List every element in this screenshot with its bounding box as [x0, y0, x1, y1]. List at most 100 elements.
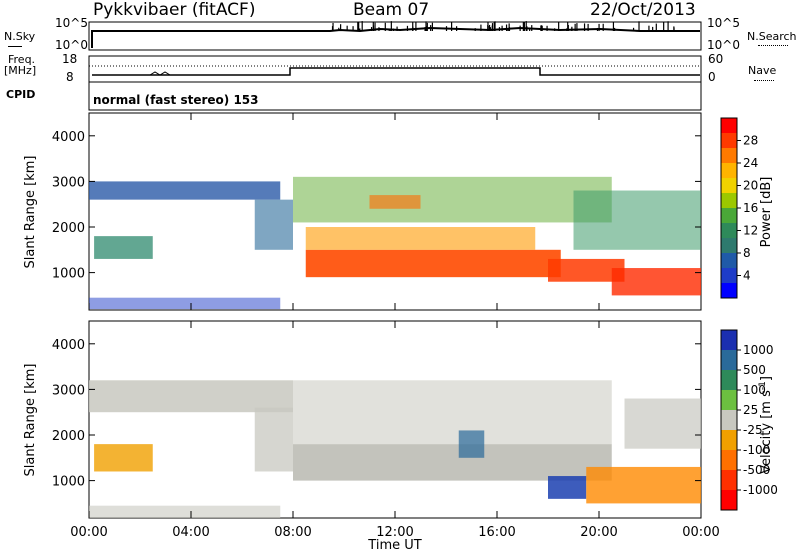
colorbar-frame [720, 329, 738, 511]
freq-jitter [149, 71, 171, 76]
power-blobs [89, 176, 701, 310]
nsky-legend-line [8, 46, 22, 47]
colorbar-swatch [721, 410, 737, 431]
nsky-line [91, 26, 700, 48]
velocity-mark [624, 398, 701, 449]
nave-label: Nave [748, 64, 777, 77]
colorbar-swatch [721, 370, 737, 391]
velocity-mark [586, 466, 701, 504]
nsky-panel [88, 21, 702, 51]
colorbar-swatch [721, 238, 737, 254]
freq-line [92, 67, 700, 76]
y-tick-label: 3000 [52, 383, 85, 398]
x-tick-label: 04:00 [172, 525, 209, 540]
power-colorbar-label: Power [dB] [759, 177, 774, 248]
colorbar-tick-label: -25 [743, 423, 763, 437]
power-mark [611, 268, 701, 296]
colorbar-swatch [721, 193, 737, 209]
colorbar-tick-label: 24 [743, 156, 758, 170]
freq-tick-top: 18 [62, 52, 78, 66]
power-mark [89, 181, 281, 200]
cpid-text: normal (fast stereo) 153 [93, 93, 259, 107]
colorbar-swatch [721, 490, 737, 511]
power-mark [254, 199, 293, 250]
colorbar-tick-label: 28 [743, 134, 758, 148]
power-mark [305, 227, 536, 250]
colorbar-tick-label: 4 [743, 269, 751, 283]
colorbar-swatch [721, 390, 737, 411]
colorbar-swatch [721, 330, 737, 351]
x-tick-label: 00:00 [70, 525, 107, 540]
velocity-mark [548, 476, 587, 499]
colorbar-tick-label: -100 [743, 443, 770, 457]
velocity-colorbar-label-sup: -1 [758, 381, 768, 390]
y-tick-label: 2000 [52, 429, 85, 444]
nave-tick-top: 60 [708, 52, 724, 66]
power-mark [548, 258, 625, 282]
velocity-ylabel: Slant Range [km] [23, 364, 38, 477]
y-ticks: 4000 3000 2000 1000 4000 3000 2000 1000 [52, 130, 701, 490]
colorbar-tick-label: 1000 [743, 343, 774, 357]
nsky-label: N.Sky [4, 30, 36, 43]
y-tick-label: 1000 [52, 475, 85, 490]
velocity-mark [94, 444, 153, 472]
colorbar-swatch [721, 118, 737, 134]
colorbar-swatch [721, 178, 737, 194]
power-colorbar: 28 24 20 16 12 8 4 [720, 117, 758, 299]
radar-title: Pykkvibaer (fitACF) [93, 0, 256, 20]
colorbar-tick-label: 16 [743, 201, 758, 215]
colorbar-swatch [721, 268, 737, 284]
colorbar-swatch [721, 283, 737, 299]
freq-unit: [MHz] [4, 64, 37, 77]
velocity-mark [293, 380, 612, 445]
velocity-blobs [89, 380, 701, 518]
power-mark [369, 195, 421, 209]
colorbar-tick-label: -500 [743, 463, 770, 477]
freq-tick-bottom: 8 [66, 70, 74, 84]
colorbar-tick-label: 500 [743, 363, 766, 377]
power-mark [94, 236, 153, 259]
colorbar-swatch [721, 430, 737, 451]
nave-tick-bottom: 0 [708, 70, 716, 84]
velocity-mark [293, 444, 612, 481]
colorbar-tick-label: 25 [743, 403, 758, 417]
colorbar-swatch [721, 450, 737, 471]
velocity-mark [89, 380, 293, 413]
cpid-label: CPID [6, 88, 36, 101]
power-ylabel: Slant Range [km] [23, 156, 38, 269]
nsky-tick-bottom: 10^0 [55, 38, 88, 52]
power-mark [573, 190, 701, 250]
y-tick-label: 3000 [52, 175, 85, 190]
nsearch-label: N.Search [747, 30, 797, 43]
freq-panel [88, 55, 702, 83]
colorbar-tick-label: 12 [743, 224, 758, 238]
y-tick-label: 1000 [52, 267, 85, 282]
power-mark [305, 249, 561, 278]
nsearch-legend-line [758, 45, 788, 46]
velocity-colorbar-label-main: Velocity [m s [759, 390, 774, 474]
velocity-mark [254, 407, 293, 472]
x-tick-label: 16:00 [478, 525, 515, 540]
velocity-mark [458, 430, 485, 458]
colorbar-tick-label: -1000 [743, 483, 778, 497]
colorbar-swatch [721, 470, 737, 491]
colorbar-swatch [721, 223, 737, 239]
x-axis-label: Time UT [367, 538, 421, 553]
date-title: 22/Oct/2013 [590, 0, 696, 20]
nsearch-tick-top: 10^5 [707, 16, 740, 30]
colorbar-tick-label: 8 [743, 246, 751, 260]
colorbar-swatch [721, 133, 737, 149]
colorbar-tick-label: 100 [743, 383, 766, 397]
velocity-mark [89, 505, 281, 518]
x-ticks: 00:00 04:00 08:00 12:00 16:00 20:00 00:00 [70, 113, 720, 540]
velocity-colorbar: 1000 500 100 25 -25 -100 -500 -1000 [720, 329, 778, 511]
freq-label: Freq. [8, 53, 36, 66]
cpid-panel [88, 81, 702, 111]
beam-title: Beam 07 [353, 0, 430, 20]
x-tick-label: 00:00 [682, 525, 719, 540]
power-mark [293, 176, 612, 223]
velocity-colorbar-label: Velocity [m s-1] [758, 376, 774, 474]
nsky-tick-top: 10^5 [55, 16, 88, 30]
y-tick-label: 2000 [52, 221, 85, 236]
